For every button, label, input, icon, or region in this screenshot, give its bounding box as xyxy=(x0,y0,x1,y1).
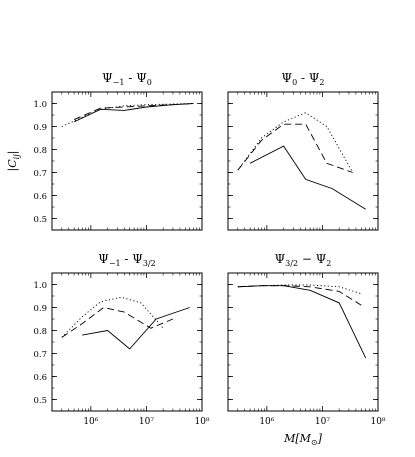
x-tick-label: 10⁷ xyxy=(139,417,154,427)
y-tick-label: 0.6 xyxy=(33,192,47,202)
series-solid-line xyxy=(82,307,190,350)
y-tick-label: 1.0 xyxy=(33,100,47,110)
x-tick-label: 10⁶ xyxy=(259,417,274,427)
panel-1: Ψ−1 - Ψ0 0.5 0.6 0.7 0.8 0.9 1.0 xyxy=(33,71,203,231)
y-axis-label: |Cij| xyxy=(6,151,21,172)
x-axis-label: M[M⊙] xyxy=(283,432,323,447)
plot-frame xyxy=(227,272,379,412)
panel-title: Ψ−1 - Ψ0 xyxy=(102,71,152,87)
plot-frame xyxy=(51,272,203,412)
series-dashed-line xyxy=(61,307,174,338)
panel-title: Ψ3/2 − Ψ2 xyxy=(275,252,332,268)
series-dotted-line xyxy=(61,296,164,338)
y-tick-label: 0.7 xyxy=(33,169,47,179)
plot-frame xyxy=(51,91,203,231)
series-solid-line xyxy=(237,285,367,359)
y-tick-label: 0.8 xyxy=(33,146,47,156)
series-dashed-line xyxy=(237,123,353,173)
panel-title: Ψ−1 - Ψ3/2 xyxy=(98,252,155,268)
x-tick-label: 10⁸ xyxy=(194,417,209,427)
x-tick-label: 10⁶ xyxy=(83,417,98,427)
panel-3: Ψ−1 - Ψ3/2 0.5 0.6 0.7 0.8 0.9 1.0 10⁶ 10⁷ 10⁸ xyxy=(33,252,209,427)
x-tick-label: 10⁸ xyxy=(370,417,385,427)
panel-4: Ψ3/2 − Ψ2 10⁶ 10⁷ 10⁸ xyxy=(227,252,386,427)
y-tick-label: 0.9 xyxy=(33,304,47,314)
plot-frame xyxy=(227,91,379,231)
y-tick-label: 0.5 xyxy=(33,215,47,225)
series-dotted-line xyxy=(61,103,194,127)
series-dashed-line xyxy=(237,285,362,306)
series-solid-line xyxy=(249,145,366,210)
x-tick-label: 10⁷ xyxy=(315,417,330,427)
series-dotted-line xyxy=(237,112,354,173)
series-dashed-line xyxy=(73,103,194,121)
panel-title: Ψ0 - Ψ2 xyxy=(282,71,325,87)
y-tick-label: 0.7 xyxy=(33,350,47,360)
panel-2: Ψ0 - Ψ2 xyxy=(227,71,379,231)
y-tick-label: 0.6 xyxy=(33,373,47,383)
series-dotted-line xyxy=(237,284,362,295)
y-tick-label: 1.0 xyxy=(33,281,47,291)
y-tick-label: 0.5 xyxy=(33,396,47,406)
y-tick-label: 0.8 xyxy=(33,327,47,337)
y-tick-label: 0.9 xyxy=(33,123,47,133)
